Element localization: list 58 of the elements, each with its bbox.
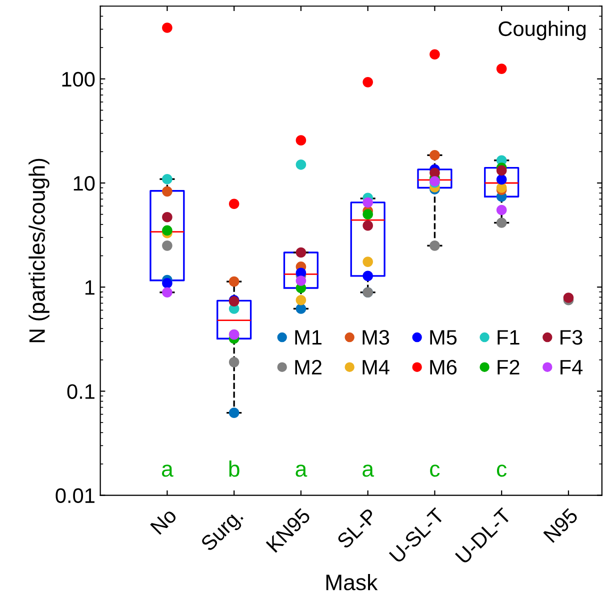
point (228, 357, 240, 368)
point (296, 294, 306, 306)
y-tick-label: 100 (62, 72, 95, 87)
point (362, 197, 373, 208)
legend-label: M5 (430, 330, 457, 345)
y-tick-label: 0.01 (56, 488, 94, 504)
point (228, 408, 240, 418)
annotation: c (496, 464, 507, 477)
point (496, 165, 507, 176)
point (162, 22, 172, 33)
y-tick-label: 10 (74, 176, 95, 191)
point (228, 198, 240, 210)
legend-label: M3 (362, 330, 390, 345)
legend-label: F3 (560, 330, 582, 345)
legend-label: M4 (362, 360, 390, 374)
point (296, 135, 306, 146)
annotation: a (162, 464, 174, 477)
point (362, 270, 373, 282)
point (296, 304, 306, 314)
point (228, 276, 240, 287)
point (362, 220, 373, 231)
legend-label: M6 (430, 360, 457, 375)
point (296, 247, 306, 258)
point (362, 256, 373, 267)
legend-label: M1 (295, 330, 322, 345)
legend-label: F2 (498, 360, 520, 374)
point (162, 278, 172, 288)
point (496, 218, 507, 228)
point (563, 292, 574, 303)
y-tick-label: 0.1 (67, 384, 94, 399)
annotation: a (296, 464, 308, 477)
point (496, 204, 507, 216)
point (430, 49, 440, 60)
x-tick-label: No (150, 508, 178, 535)
point (162, 212, 172, 222)
point (430, 240, 440, 251)
point (162, 287, 172, 298)
point (296, 160, 306, 170)
point (162, 240, 172, 251)
legend-label: M2 (295, 360, 322, 374)
annotation: c (430, 464, 440, 477)
legend-label: F1 (498, 330, 520, 345)
annotation: b (229, 460, 240, 477)
y-axis-title: N (particles/cough) (28, 158, 50, 342)
point (296, 276, 306, 286)
point (162, 174, 172, 184)
point (362, 209, 373, 220)
point (362, 77, 373, 88)
point (496, 64, 507, 74)
point (162, 186, 172, 197)
legend-label: F4 (560, 360, 583, 374)
point (430, 150, 440, 160)
y-tick-label: 1 (85, 280, 94, 295)
x-tick-label: N95 (543, 507, 579, 544)
x-axis-title: Mask (326, 574, 378, 590)
annotation: Coughing (498, 20, 586, 40)
annotation: a (362, 464, 374, 477)
point (162, 225, 172, 236)
